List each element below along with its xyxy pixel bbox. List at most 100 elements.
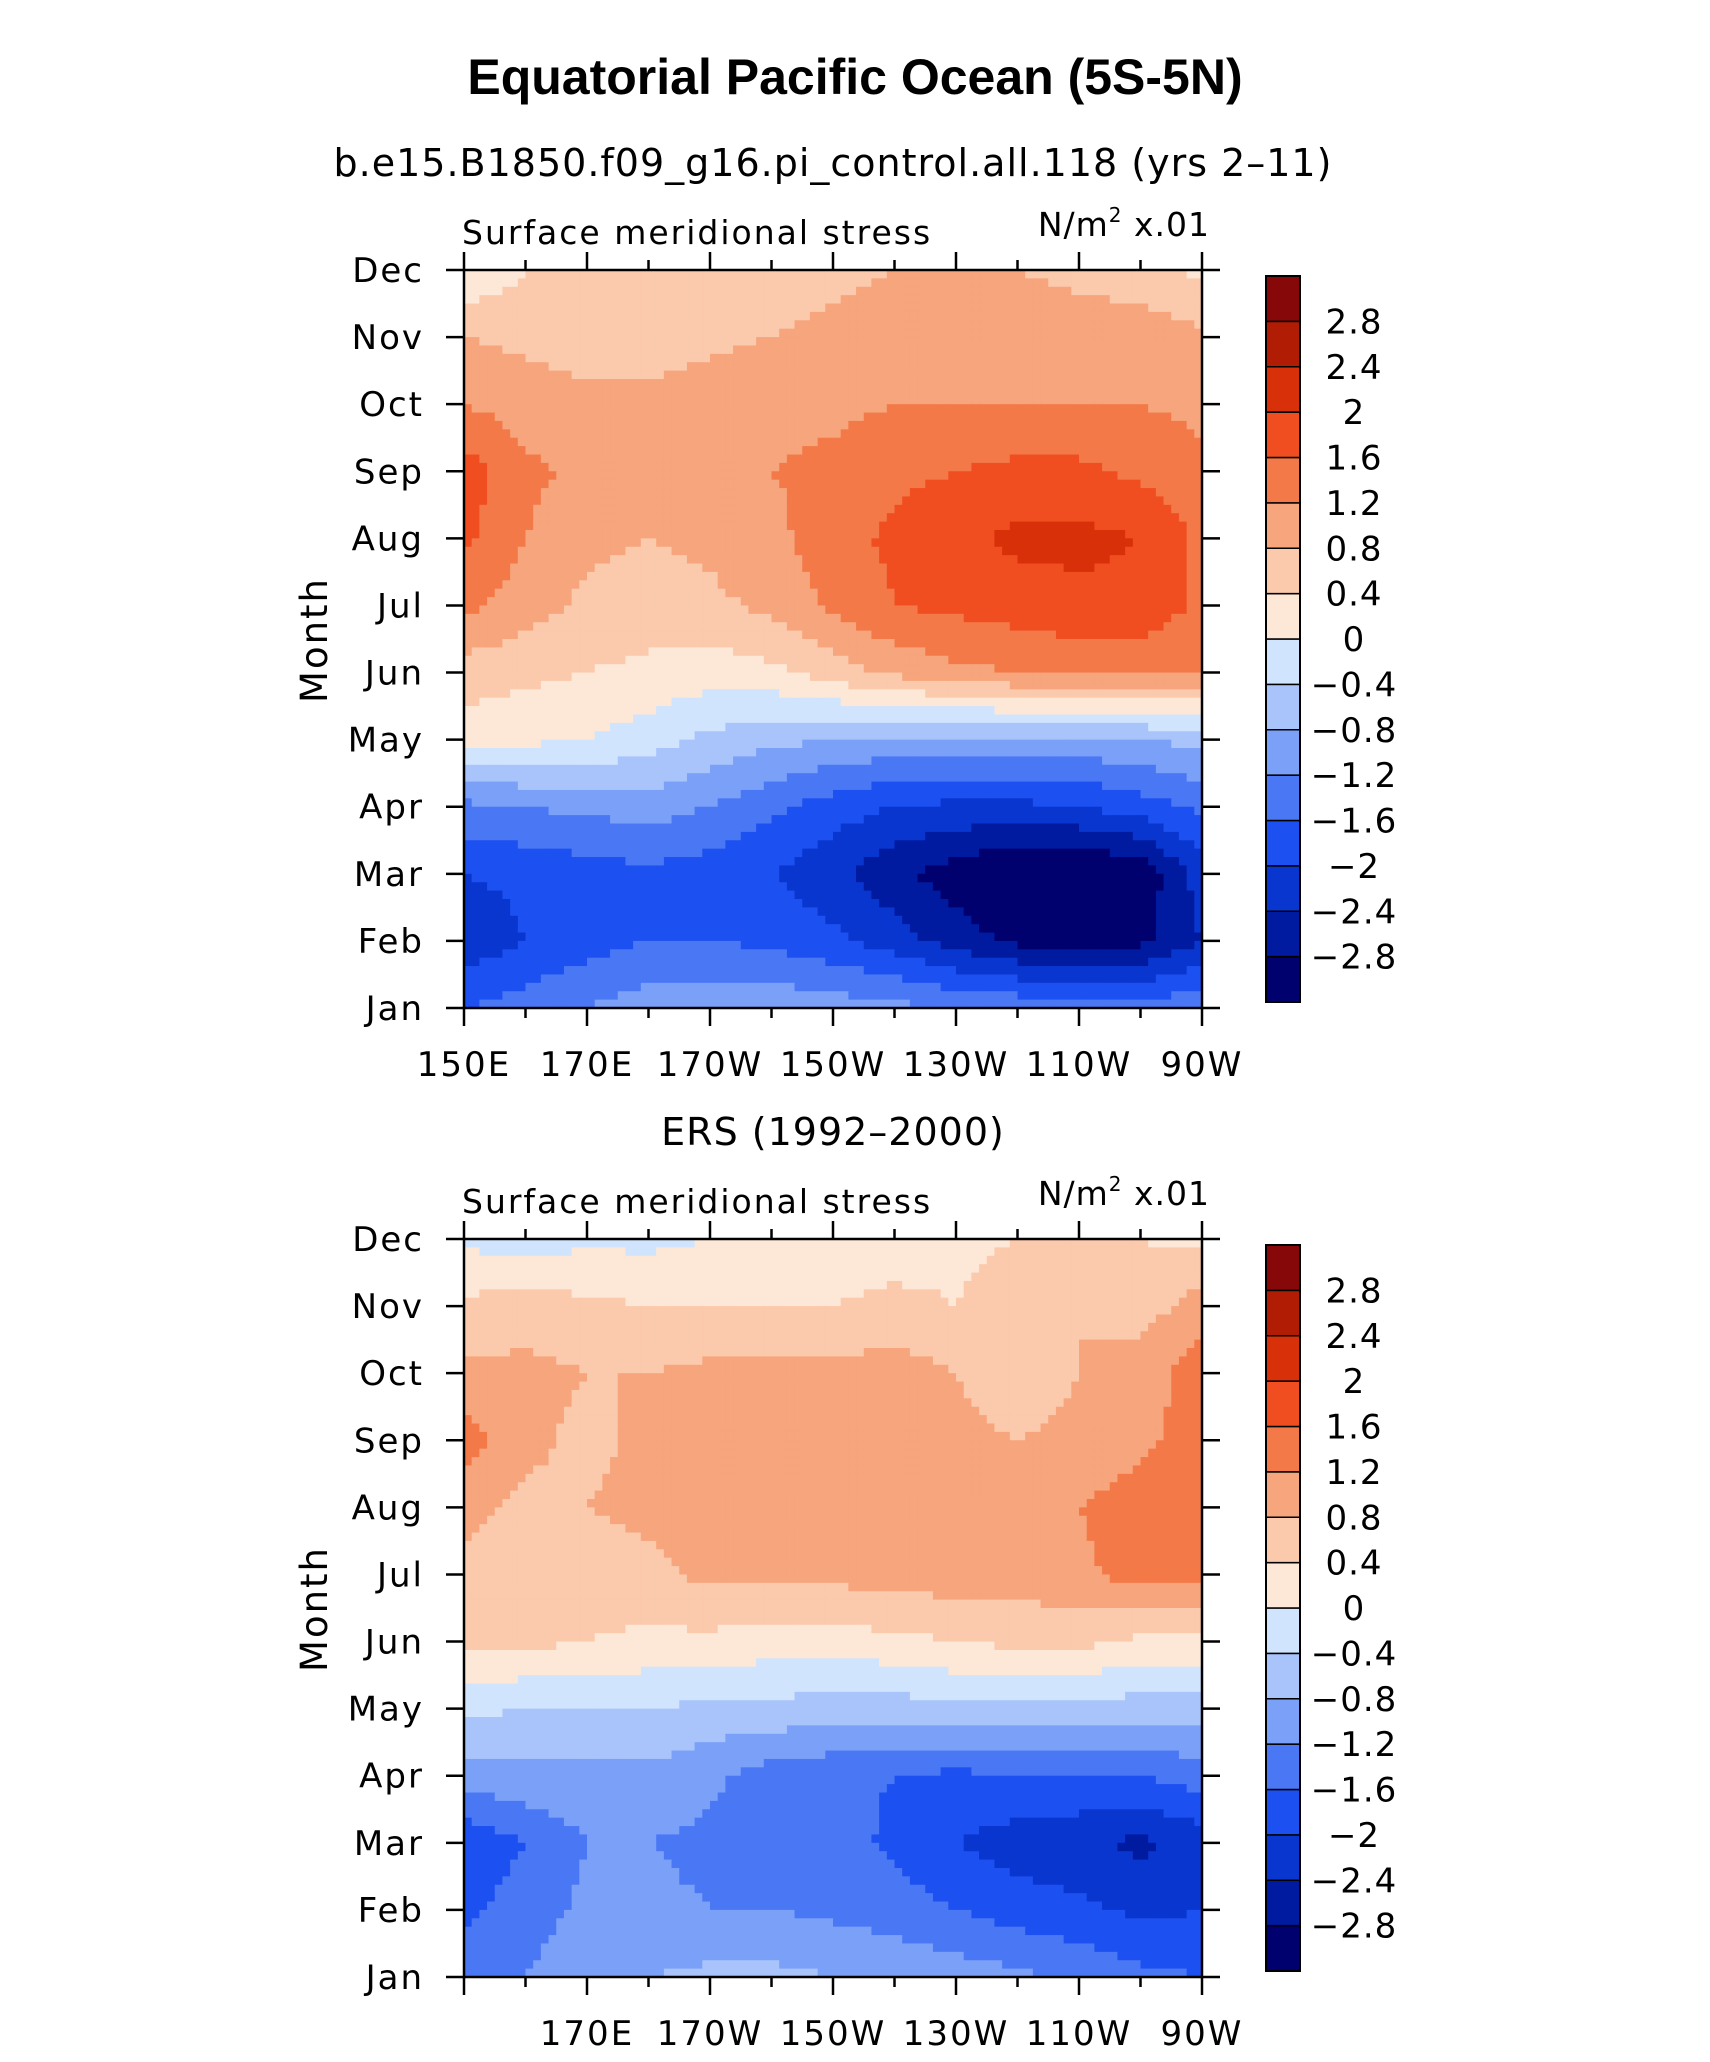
heatmap-cell [763,311,773,321]
heatmap-cell [517,429,527,439]
heatmap-cell [971,571,980,581]
heatmap-cell [940,664,949,674]
heatmap-cell [679,295,688,305]
heatmap-cell [494,639,504,648]
heatmap-cell [817,504,826,514]
heatmap-cell [848,395,857,405]
heatmap-cell [725,454,734,464]
heatmap-cell [686,555,696,565]
heatmap-cell [587,639,596,648]
heatmap-cell [671,320,680,330]
heatmap-cell [1163,496,1172,506]
heatmap-cell [617,278,627,288]
heatmap-cell [909,362,919,372]
heatmap-cell [925,311,934,321]
heatmap-cell [625,613,634,623]
heatmap-cell [517,412,527,422]
heatmap-cell [917,664,926,674]
heatmap-cell [502,337,511,347]
heatmap-cell [825,404,834,414]
heatmap-cell [710,622,719,632]
heatmap-cell [1125,454,1134,464]
heatmap-cell [1178,270,1188,279]
heatmap-cell [894,471,903,481]
heatmap-cell [740,680,750,690]
heatmap-cell [602,571,611,581]
heatmap-cell [510,471,519,481]
heatmap-cell [986,605,996,615]
heatmap-cell [1109,697,1119,707]
heatmap-cell [940,362,949,372]
heatmap-cell [717,571,726,581]
heatmap-cell [648,387,657,397]
heatmap-cell [725,362,734,372]
heatmap-cell [656,588,665,598]
heatmap-cell [925,379,934,389]
heatmap-cell [702,639,711,648]
heatmap-cell [940,462,949,472]
heatmap-cell [733,462,742,472]
heatmap-cell [871,664,880,674]
heatmap-cell [587,454,596,464]
heatmap-cell [725,446,734,456]
heatmap-cell [740,555,750,565]
heatmap-cell [1178,672,1188,682]
heatmap-cell [494,278,504,288]
heatmap-cell [525,462,534,472]
heatmap-cell [1155,521,1165,531]
heatmap-cell [571,655,580,665]
heatmap-cell [1132,697,1142,707]
heatmap-cell [548,462,557,472]
heatmap-cell [679,580,688,590]
heatmap-cell [1040,605,1049,615]
heatmap-cell [1109,563,1119,573]
heatmap-cell [625,605,634,615]
heatmap-cell [994,689,1003,699]
heatmap-cell [679,655,688,665]
heatmap-cell [994,513,1003,523]
heatmap-cell [848,513,857,523]
heatmap-cell [633,370,642,380]
heatmap-cell [1109,286,1119,296]
heatmap-cell [533,303,542,313]
heatmap-cell [540,295,550,305]
heatmap-cell [540,538,550,548]
heatmap-cell [909,379,919,389]
heatmap-cell [1032,320,1042,330]
heatmap-cell [1002,664,1011,674]
heatmap-cell [502,597,511,607]
heatmap-cell [932,412,942,422]
heatmap-cell [563,446,573,456]
heatmap-cell [717,580,726,590]
heatmap-cell [671,395,680,405]
heatmap-cell [879,488,888,498]
heatmap-cell [1048,647,1057,657]
heatmap-cell [917,471,926,481]
heatmap-cell [464,672,473,682]
heatmap-cell [1040,320,1049,330]
heatmap-cell [1102,345,1111,355]
heatmap-cell [556,513,565,523]
heatmap-cell [917,697,926,707]
heatmap-cell [1125,395,1134,405]
heatmap-cell [1079,563,1088,573]
heatmap-cell [594,437,603,447]
heatmap-cell [1125,513,1134,523]
heatmap-cell [902,462,911,472]
heatmap-cell [648,328,657,338]
heatmap-cell [625,689,634,699]
heatmap-cell [602,496,611,506]
heatmap-cell [817,555,826,565]
heatmap-cell [1025,588,1034,598]
heatmap-cell [871,563,880,573]
heatmap-cell [640,504,650,514]
heatmap-cell [763,446,773,456]
heatmap-cell [717,370,726,380]
heatmap-cell [717,320,726,330]
heatmap-cell [1025,404,1034,414]
heatmap-cell [1009,387,1019,397]
heatmap-cell [917,630,926,640]
heatmap-cell [1148,504,1157,514]
heatmap-cell [1194,496,1202,506]
heatmap-cell [1140,328,1149,338]
